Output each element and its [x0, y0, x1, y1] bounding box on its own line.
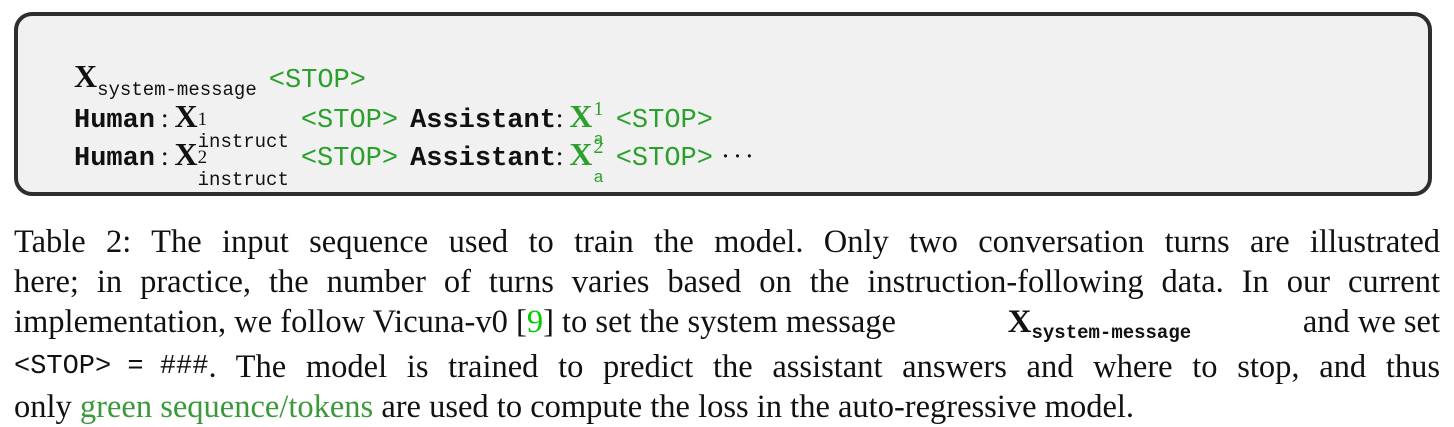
stop-token: <STOP>: [615, 106, 713, 136]
turn-2-line: Human : X 2 instruct <STOP> Assistant : …: [74, 136, 757, 190]
caption-text: implementation, we follow Vicuna-v0 [: [14, 304, 527, 340]
caption-line-2: here; in practice, the number of turns v…: [14, 264, 1440, 300]
caption-text: ] to set the system message: [543, 304, 896, 340]
assistant-label: Assistant: [410, 144, 556, 174]
caption-line-3: implementation, we follow Vicuna-v0 [9] …: [14, 302, 1440, 347]
x-answer-symbol: X: [569, 98, 593, 134]
colon: :: [555, 103, 564, 133]
instruct-subscript: instruct: [197, 131, 289, 153]
ellipsis: ···: [720, 141, 757, 171]
turn-1-line: Human : X 1 instruct <STOP> Assistant : …: [74, 98, 713, 152]
system-message-subscript: system-message: [97, 79, 257, 101]
turn-1-superscript: 1: [593, 98, 604, 120]
stop-token: <STOP>: [268, 66, 366, 96]
turn-1-superscript: 1: [197, 109, 208, 130]
human-label: Human: [74, 106, 156, 136]
caption-text: and we set: [1302, 304, 1440, 340]
sequence-box: X system-message <STOP> Human : X 1 inst…: [14, 12, 1432, 196]
turn-2-superscript: 2: [593, 136, 604, 158]
table-caption: Table 2: The input sequence used to trai…: [14, 222, 1440, 427]
system-message-subscript: system-message: [1031, 322, 1192, 344]
assistant-label: Assistant: [410, 106, 556, 136]
x-answer-symbol: X: [569, 136, 593, 172]
caption-text: . The model is trained to predict the as…: [208, 349, 1440, 385]
caption-text: only: [14, 389, 72, 425]
stop-token-definition: <STOP> = ###: [14, 352, 209, 382]
turn-2-superscript: 2: [197, 147, 208, 168]
human-label: Human: [74, 144, 156, 174]
caption-line-1: Table 2: The input sequence used to trai…: [14, 224, 1440, 260]
colon: :: [555, 141, 564, 171]
stop-token: <STOP>: [300, 144, 399, 174]
colon: :: [161, 103, 169, 133]
system-message-line: X system-message <STOP>: [74, 58, 366, 101]
x-symbol: X: [74, 58, 98, 94]
caption-line-4: <STOP> = ### . The model is trained to p…: [14, 347, 1440, 387]
answer-subscript: a: [593, 169, 604, 188]
x-symbol: X: [174, 136, 198, 172]
caption-text: are used to compute the loss in the auto…: [381, 389, 1135, 425]
stop-token: <STOP>: [300, 106, 399, 136]
stop-token: <STOP>: [615, 144, 713, 174]
instruct-subscript: instruct: [197, 169, 289, 191]
citation-link[interactable]: 9: [526, 304, 544, 340]
caption-line-5: only green sequence/tokens are used to c…: [14, 387, 1440, 427]
answer-subscript: a: [593, 131, 604, 150]
colon: :: [161, 141, 169, 171]
x-system-symbol: X: [1007, 304, 1032, 340]
green-highlight-text: green sequence/tokens: [79, 389, 374, 425]
x-symbol: X: [174, 98, 198, 134]
